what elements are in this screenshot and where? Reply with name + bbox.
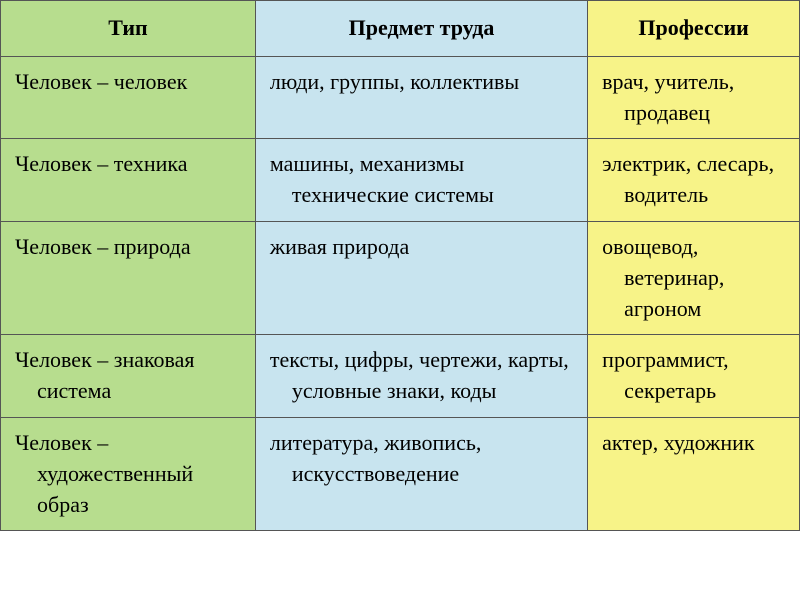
- cell-subject: живая природа: [255, 221, 587, 334]
- profession-types-table: Тип Предмет труда Профессии Человек – че…: [0, 0, 800, 531]
- cell-prof: врач, учитель, продавец: [588, 56, 800, 139]
- cell-prof: программист, секретарь: [588, 335, 800, 418]
- cell-prof: электрик, слесарь, водитель: [588, 139, 800, 222]
- table-row: Человек – знаковая система тексты, цифры…: [1, 335, 800, 418]
- cell-type: Человек – знаковая система: [1, 335, 256, 418]
- header-subject: Предмет труда: [255, 1, 587, 57]
- header-professions: Профессии: [588, 1, 800, 57]
- table-row: Человек – техника машины, механизмы техн…: [1, 139, 800, 222]
- cell-type: Человек – человек: [1, 56, 256, 139]
- header-type: Тип: [1, 1, 256, 57]
- cell-type: Человек – природа: [1, 221, 256, 334]
- table: Тип Предмет труда Профессии Человек – че…: [0, 0, 800, 531]
- cell-subject: литература, живопись, искусствоведение: [255, 417, 587, 530]
- cell-subject: машины, механизмы технические системы: [255, 139, 587, 222]
- cell-prof: актер, художник: [588, 417, 800, 530]
- header-row: Тип Предмет труда Профессии: [1, 1, 800, 57]
- cell-prof: овощевод, ветеринар, агроном: [588, 221, 800, 334]
- cell-subject: тексты, цифры, чертежи, карты, условные …: [255, 335, 587, 418]
- cell-type: Человек – художественный образ: [1, 417, 256, 530]
- cell-type: Человек – техника: [1, 139, 256, 222]
- table-row: Человек – человек люди, группы, коллекти…: [1, 56, 800, 139]
- table-row: Человек – художественный образ литератур…: [1, 417, 800, 530]
- table-row: Человек – природа живая природа овощевод…: [1, 221, 800, 334]
- cell-subject: люди, группы, коллективы: [255, 56, 587, 139]
